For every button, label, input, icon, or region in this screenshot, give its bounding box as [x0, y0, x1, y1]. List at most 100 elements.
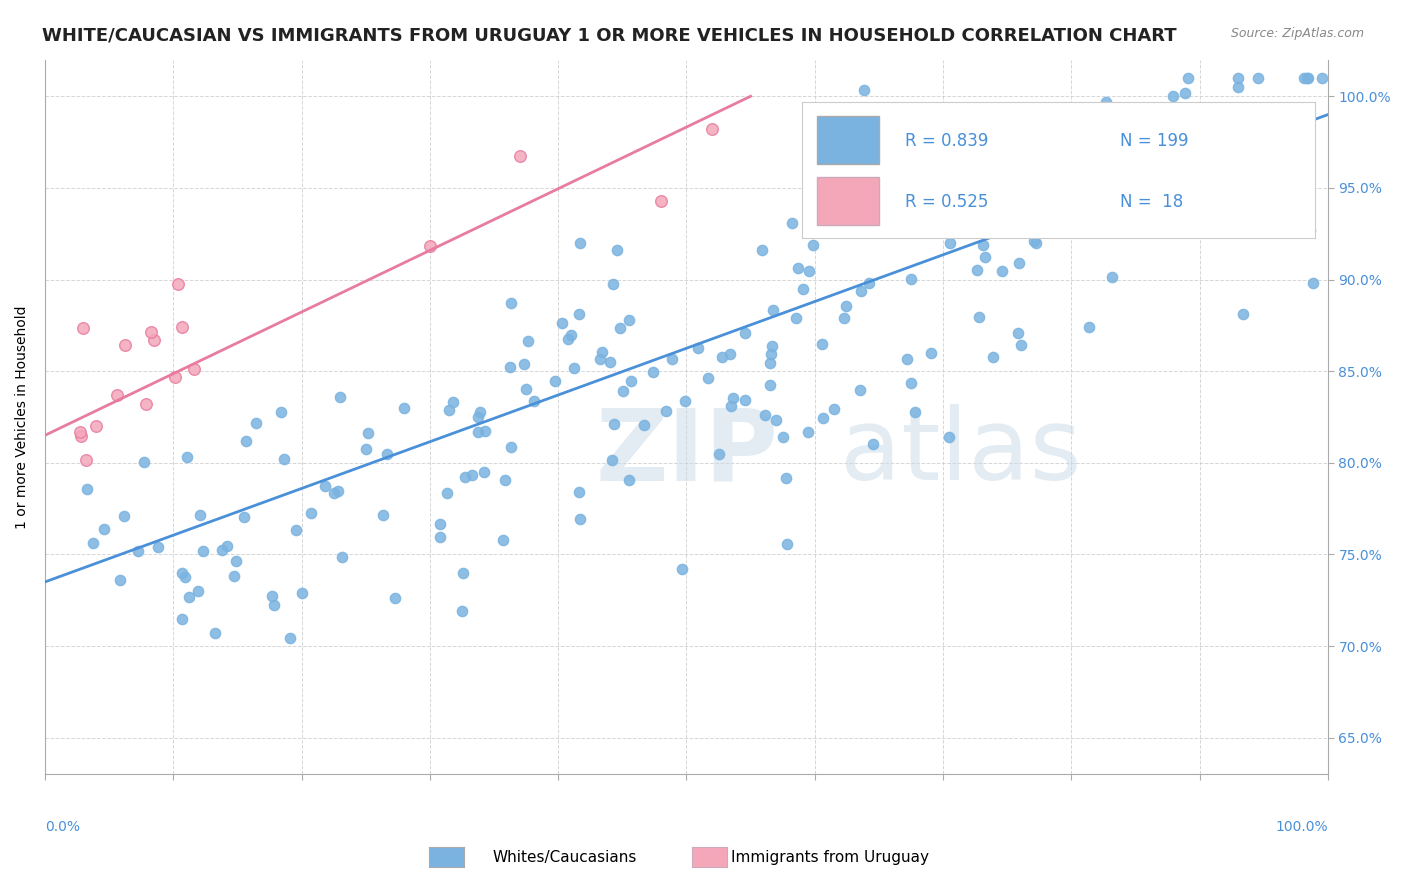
Point [314, 479, 336, 493]
Point [900, 376, 922, 390]
Point [1008, 256, 1031, 270]
Point [718, 347, 741, 361]
Point [797, 263, 820, 277]
Point [1010, 337, 1032, 351]
Point [939, 235, 962, 250]
Point [655, 404, 678, 418]
Point [356, 426, 378, 441]
Point [517, 334, 540, 348]
Text: ZIP: ZIP [595, 404, 778, 501]
Point [765, 413, 787, 427]
Point [217, 539, 239, 553]
Text: Immigrants from Uruguay: Immigrants from Uruguay [731, 850, 929, 865]
Point [172, 566, 194, 580]
Y-axis label: 1 or more Vehicles in Household: 1 or more Vehicles in Household [15, 305, 30, 529]
Point [905, 225, 928, 239]
Point [285, 523, 308, 537]
Point [1022, 234, 1045, 248]
Point [1205, 132, 1227, 146]
Point [721, 391, 744, 405]
Point [204, 626, 226, 640]
Point [75, 453, 97, 467]
Point [633, 417, 655, 432]
Point [686, 341, 709, 355]
Point [441, 395, 464, 409]
Point [436, 486, 458, 500]
Point [734, 326, 756, 341]
Point [858, 276, 880, 290]
Point [1226, 70, 1249, 85]
Point [191, 544, 214, 558]
Point [980, 118, 1002, 132]
Point [671, 562, 693, 576]
Point [720, 400, 742, 414]
Point [1310, 70, 1333, 85]
Point [707, 447, 730, 461]
Point [329, 390, 352, 404]
Point [981, 350, 1004, 364]
Point [835, 299, 858, 313]
Point [761, 338, 783, 352]
Text: Source: ZipAtlas.com: Source: ZipAtlas.com [1230, 27, 1364, 40]
Point [775, 470, 797, 484]
Point [1087, 203, 1109, 218]
Point [1161, 89, 1184, 103]
Point [1296, 70, 1319, 85]
Point [853, 83, 876, 97]
Point [183, 361, 205, 376]
Point [673, 394, 696, 409]
Point [904, 405, 927, 419]
Point [617, 313, 640, 327]
Point [1142, 169, 1164, 183]
Point [972, 237, 994, 252]
Point [1126, 114, 1149, 128]
Point [1129, 174, 1152, 188]
Point [591, 344, 613, 359]
Point [751, 244, 773, 258]
Point [562, 360, 585, 375]
Point [754, 409, 776, 423]
Point [245, 417, 267, 431]
Point [291, 586, 314, 600]
Point [93, 522, 115, 536]
Point [419, 239, 441, 253]
Point [494, 473, 516, 487]
Text: atlas: atlas [841, 404, 1083, 501]
Point [451, 566, 474, 580]
Point [599, 355, 621, 369]
Point [1021, 148, 1043, 162]
Point [603, 417, 626, 431]
Point [470, 405, 492, 419]
Point [776, 537, 799, 551]
Point [1232, 307, 1254, 321]
Point [792, 282, 814, 296]
Point [211, 542, 233, 557]
Point [619, 473, 641, 487]
Point [849, 384, 872, 398]
Point [1121, 207, 1143, 221]
Text: WHITE/CAUCASIAN VS IMMIGRANTS FROM URUGUAY 1 OR MORE VEHICLES IN HOUSEHOLD CORRE: WHITE/CAUCASIAN VS IMMIGRANTS FROM URUGU… [42, 27, 1177, 45]
Point [1007, 326, 1029, 340]
Point [1174, 86, 1197, 100]
Point [974, 250, 997, 264]
Point [467, 410, 489, 425]
Point [813, 411, 835, 425]
Point [650, 194, 672, 208]
Point [429, 530, 451, 544]
Point [568, 484, 591, 499]
Point [84, 418, 107, 433]
Point [1150, 167, 1173, 181]
Point [384, 591, 406, 606]
Point [620, 374, 643, 388]
Point [991, 264, 1014, 278]
Point [925, 145, 948, 160]
Point [172, 320, 194, 334]
Point [973, 120, 995, 134]
Point [759, 378, 782, 392]
Point [863, 177, 886, 191]
Point [939, 220, 962, 235]
Point [513, 357, 536, 371]
Point [901, 201, 924, 215]
Point [1296, 71, 1319, 86]
Point [114, 338, 136, 352]
